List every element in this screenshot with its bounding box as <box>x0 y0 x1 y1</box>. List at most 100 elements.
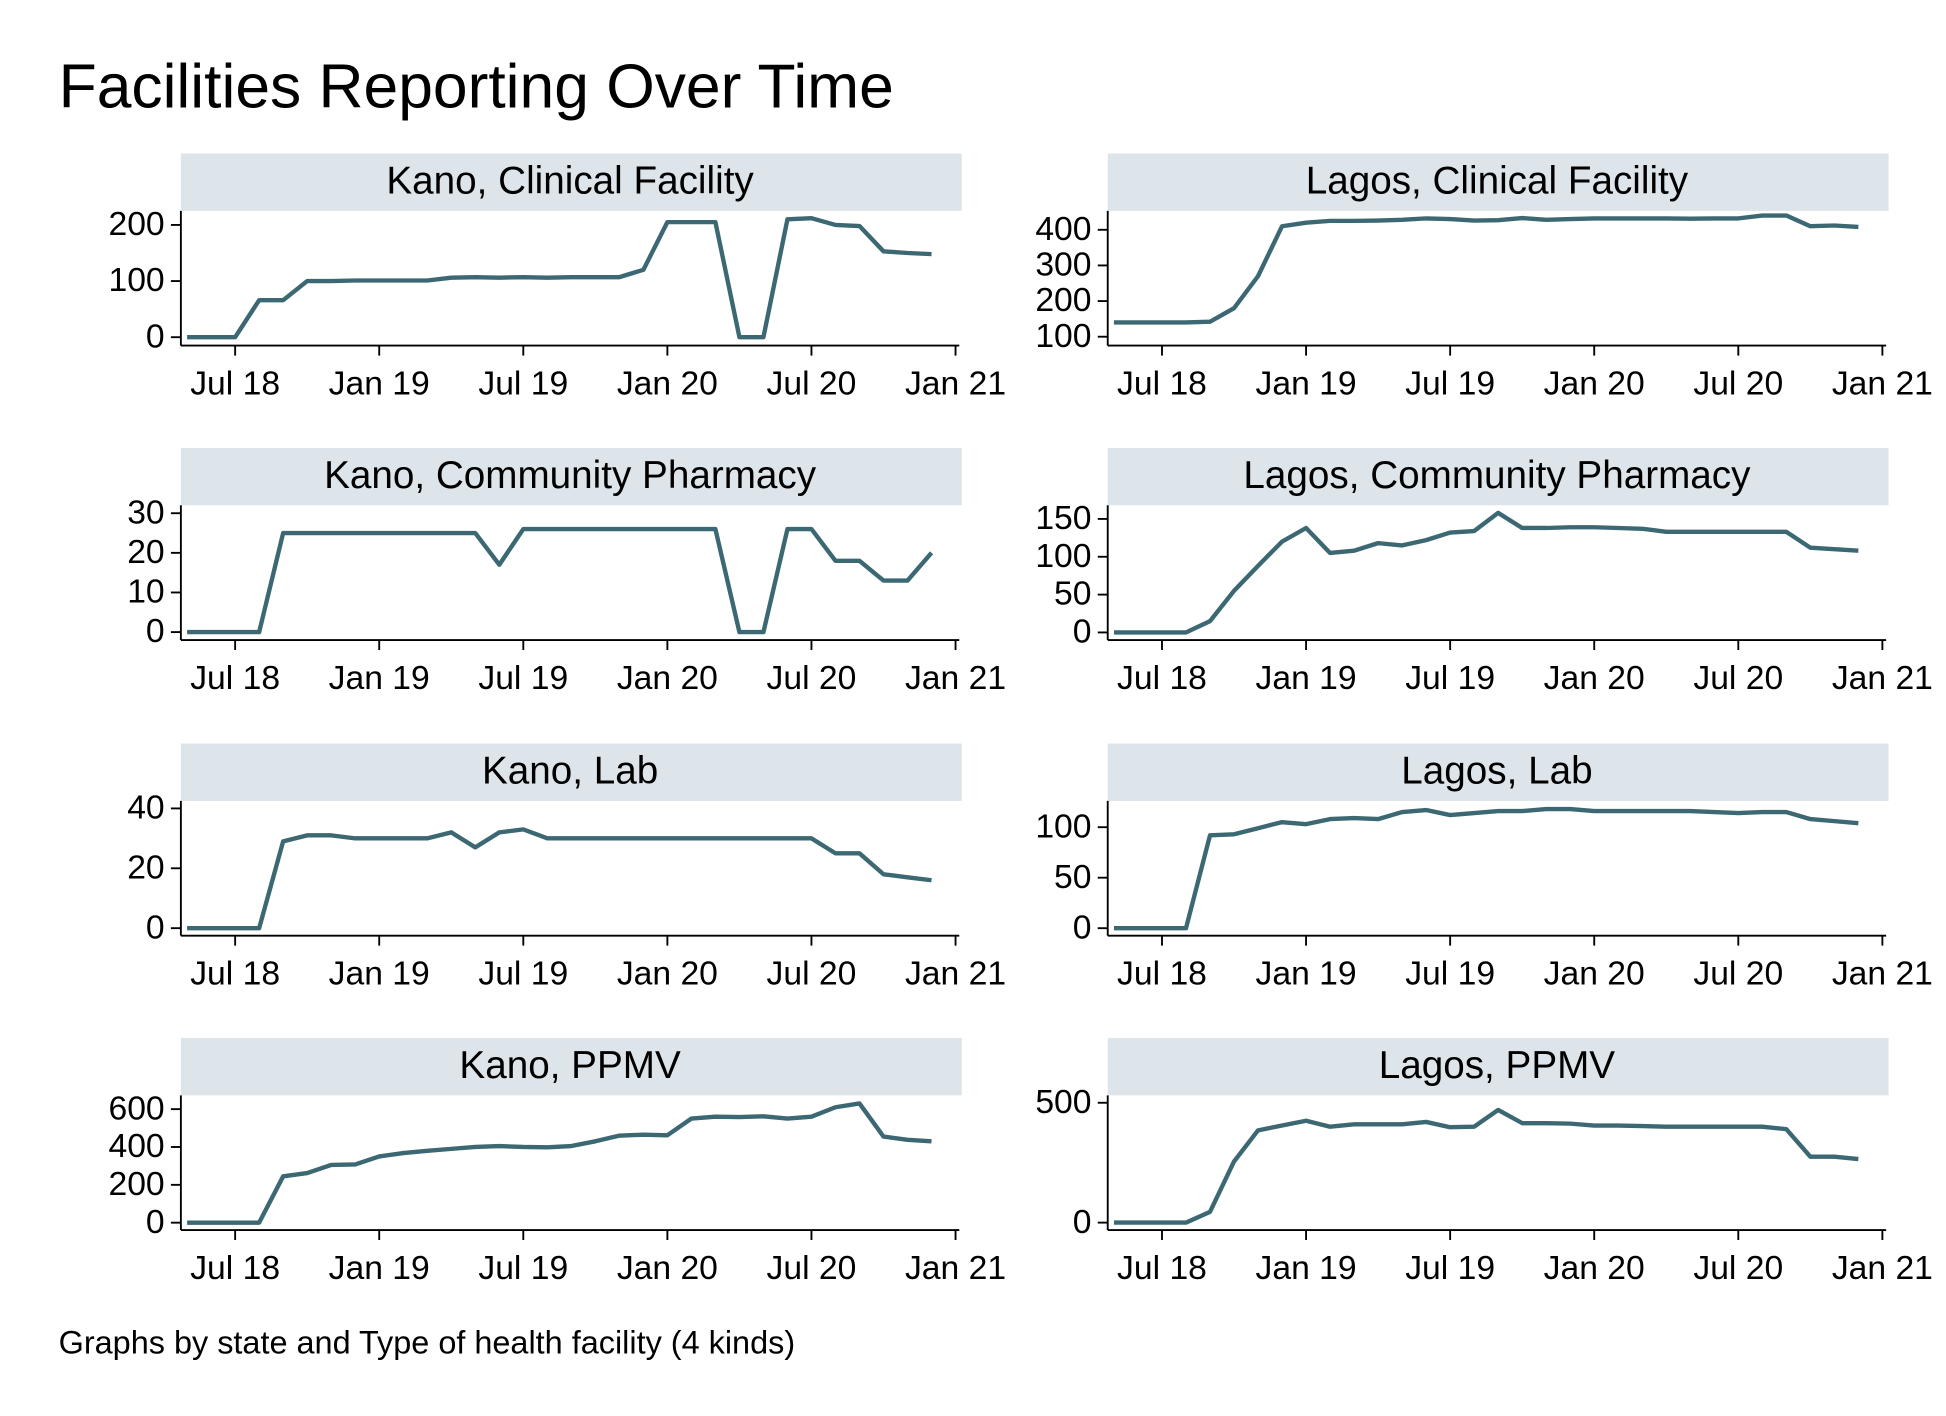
y-tick-label: 200 <box>1035 282 1091 319</box>
x-tick-label: Jan 21 <box>1832 660 1933 697</box>
y-tick-label: 0 <box>146 909 165 946</box>
x-tick-label: Jul 19 <box>478 660 568 697</box>
y-tick-label: 20 <box>127 849 164 886</box>
series-line <box>187 827 932 931</box>
series-line <box>187 526 934 635</box>
x-tick-label: Jul 18 <box>190 660 280 697</box>
x-tick-label: Jan 20 <box>1544 660 1645 697</box>
y-tick-label: 200 <box>108 206 164 243</box>
x-tick-label: Jan 20 <box>617 660 718 697</box>
y-tick-label: 0 <box>146 613 165 650</box>
x-tick-label: Jan 21 <box>905 955 1006 992</box>
x-tick-label: Jan 21 <box>905 365 1006 402</box>
series-line <box>1113 510 1859 635</box>
x-tick-label: Jul 20 <box>1693 660 1783 697</box>
x-tick-label: Jul 20 <box>767 955 857 992</box>
y-tick-label: 0 <box>146 318 165 355</box>
y-tick-label: 40 <box>127 790 164 827</box>
x-tick-label: Jan 20 <box>617 1250 718 1287</box>
y-tick-label: 400 <box>1035 211 1091 248</box>
y-tick-label: 200 <box>108 1166 164 1203</box>
panel-title: Lagos, Community Pharmacy <box>1243 454 1751 497</box>
x-tick-label: Jan 20 <box>617 365 718 402</box>
x-tick-label: Jan 21 <box>905 660 1006 697</box>
x-tick-label: Jul 20 <box>767 660 857 697</box>
x-tick-label: Jul 19 <box>1405 955 1495 992</box>
x-tick-label: Jul 19 <box>478 1250 568 1287</box>
y-tick-label: 0 <box>1073 1204 1092 1241</box>
x-tick-label: Jul 18 <box>1117 955 1207 992</box>
x-tick-label: Jul 18 <box>1117 660 1207 697</box>
x-tick-label: Jul 19 <box>1405 1250 1495 1287</box>
x-tick-label: Jul 20 <box>1693 365 1783 402</box>
panel-header <box>1107 743 1889 801</box>
y-tick-label: 50 <box>1054 576 1091 613</box>
x-tick-label: Jan 19 <box>1256 955 1357 992</box>
x-tick-label: Jul 18 <box>190 365 280 402</box>
x-tick-label: Jul 20 <box>767 365 857 402</box>
panel-title: Kano, Lab <box>482 750 658 793</box>
x-tick-label: Jan 19 <box>329 365 430 402</box>
y-tick-label: 0 <box>1073 909 1092 946</box>
y-tick-label: 100 <box>1035 318 1091 355</box>
y-tick-label: 20 <box>127 534 164 571</box>
series-line <box>187 216 932 340</box>
panel-header <box>1107 1037 1889 1096</box>
y-tick-label: 600 <box>108 1090 164 1127</box>
panel-title: Lagos, Clinical Facility <box>1306 160 1689 203</box>
x-tick-label: Jul 18 <box>190 955 280 992</box>
panel-title: Kano, PPMV <box>459 1044 681 1087</box>
x-tick-label: Jan 19 <box>329 1250 430 1287</box>
x-tick-label: Jan 21 <box>1832 365 1933 402</box>
panel-header <box>1107 447 1889 506</box>
x-tick-label: Jul 19 <box>478 955 568 992</box>
x-tick-label: Jan 19 <box>1256 660 1357 697</box>
y-tick-label: 150 <box>1035 500 1091 537</box>
panel-header <box>180 447 962 506</box>
panel-title: Kano, Clinical Facility <box>386 160 754 203</box>
x-tick-label: Jan 20 <box>1544 955 1645 992</box>
x-tick-label: Jul 18 <box>1117 365 1207 402</box>
series-line <box>1113 213 1859 325</box>
x-tick-label: Jan 19 <box>1256 1250 1357 1287</box>
panel-title: Lagos, Lab <box>1401 750 1592 793</box>
x-tick-label: Jul 18 <box>190 1250 280 1287</box>
x-tick-label: Jan 20 <box>617 955 718 992</box>
chart-title: Facilities Reporting Over Time <box>59 53 894 122</box>
y-tick-label: 30 <box>127 494 164 531</box>
y-tick-label: 400 <box>108 1128 164 1165</box>
x-tick-label: Jan 19 <box>329 660 430 697</box>
chart-note: Graphs by state and Type of health facil… <box>59 1324 796 1360</box>
x-tick-label: Jul 20 <box>1693 955 1783 992</box>
x-tick-label: Jul 19 <box>1405 660 1495 697</box>
x-tick-label: Jul 20 <box>767 1250 857 1287</box>
x-tick-label: Jan 21 <box>1832 1250 1933 1287</box>
x-tick-label: Jan 21 <box>905 1250 1006 1287</box>
x-tick-label: Jul 19 <box>1405 365 1495 402</box>
y-tick-label: 10 <box>127 574 164 611</box>
panel-header <box>180 153 962 211</box>
panel-header <box>180 743 962 801</box>
x-tick-label: Jul 20 <box>1693 1250 1783 1287</box>
panel-title: Lagos, PPMV <box>1379 1044 1616 1087</box>
panel-header <box>180 1037 962 1096</box>
x-tick-label: Jan 19 <box>329 955 430 992</box>
series-line <box>1113 806 1859 931</box>
x-tick-label: Jan 21 <box>1832 955 1933 992</box>
y-tick-label: 500 <box>1035 1084 1091 1121</box>
y-tick-label: 0 <box>146 1204 165 1241</box>
y-tick-label: 50 <box>1054 859 1091 896</box>
x-tick-label: Jul 18 <box>1117 1250 1207 1287</box>
y-tick-label: 100 <box>108 262 164 299</box>
series-line <box>187 1101 932 1225</box>
y-tick-label: 100 <box>1035 538 1091 575</box>
panel-title: Kano, Community Pharmacy <box>324 454 817 497</box>
x-tick-label: Jan 20 <box>1544 365 1645 402</box>
y-tick-label: 100 <box>1035 808 1091 845</box>
panel-header <box>1107 153 1889 211</box>
x-tick-label: Jan 19 <box>1256 365 1357 402</box>
series-line <box>1113 1107 1859 1225</box>
y-tick-label: 300 <box>1035 247 1091 284</box>
